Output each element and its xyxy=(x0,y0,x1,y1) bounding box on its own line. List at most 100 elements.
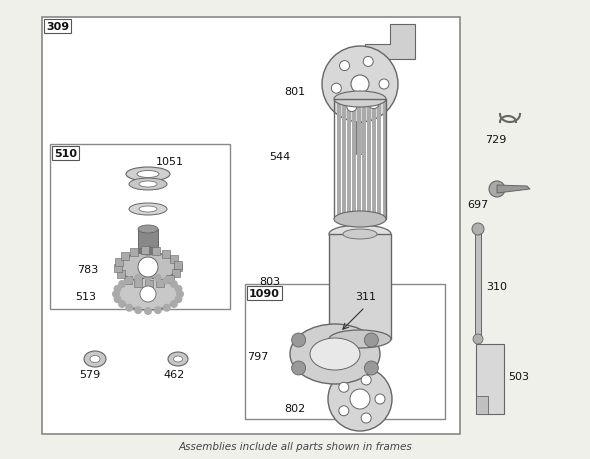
Ellipse shape xyxy=(129,203,167,216)
Circle shape xyxy=(154,274,162,282)
Text: 513: 513 xyxy=(75,291,96,302)
Circle shape xyxy=(339,406,349,416)
Circle shape xyxy=(489,182,505,197)
Circle shape xyxy=(138,257,158,277)
Circle shape xyxy=(328,367,392,431)
Bar xyxy=(134,280,142,287)
Polygon shape xyxy=(356,123,364,155)
Circle shape xyxy=(175,285,182,293)
Text: 729: 729 xyxy=(485,134,506,145)
Bar xyxy=(347,101,351,218)
Circle shape xyxy=(163,304,171,312)
Text: 697: 697 xyxy=(467,200,489,210)
Bar xyxy=(372,101,376,218)
Circle shape xyxy=(347,102,357,112)
Circle shape xyxy=(144,308,152,315)
Ellipse shape xyxy=(310,338,360,370)
Circle shape xyxy=(170,280,178,288)
Text: 310: 310 xyxy=(486,281,507,291)
Circle shape xyxy=(351,76,369,94)
Circle shape xyxy=(472,224,484,235)
Bar xyxy=(156,279,164,287)
Bar xyxy=(357,101,361,218)
Circle shape xyxy=(291,333,306,347)
Ellipse shape xyxy=(329,225,391,243)
Bar xyxy=(162,250,171,258)
Bar xyxy=(166,275,173,283)
Bar xyxy=(116,258,123,266)
Circle shape xyxy=(113,296,122,303)
Polygon shape xyxy=(365,25,415,60)
Text: Assemblies include all parts shown in frames: Assemblies include all parts shown in fr… xyxy=(178,441,412,451)
Bar xyxy=(114,264,122,273)
Polygon shape xyxy=(497,185,530,194)
Bar xyxy=(152,247,160,255)
Ellipse shape xyxy=(168,352,188,366)
Bar xyxy=(117,271,125,279)
Bar xyxy=(121,252,129,261)
Circle shape xyxy=(363,57,373,67)
Bar xyxy=(138,230,158,252)
Circle shape xyxy=(118,300,126,308)
Circle shape xyxy=(291,361,306,375)
Ellipse shape xyxy=(139,182,157,188)
Text: 311: 311 xyxy=(355,291,376,302)
Circle shape xyxy=(322,47,398,123)
Circle shape xyxy=(125,304,133,312)
Ellipse shape xyxy=(126,168,170,182)
Circle shape xyxy=(112,291,120,298)
Circle shape xyxy=(350,389,370,409)
Ellipse shape xyxy=(334,92,386,108)
Bar xyxy=(141,246,149,255)
Ellipse shape xyxy=(84,351,106,367)
Bar xyxy=(124,276,132,284)
Bar xyxy=(352,101,356,218)
Bar xyxy=(337,101,341,218)
Bar xyxy=(476,396,488,414)
Circle shape xyxy=(140,286,156,302)
Circle shape xyxy=(375,394,385,404)
Ellipse shape xyxy=(173,356,182,362)
Polygon shape xyxy=(475,230,481,339)
Circle shape xyxy=(361,413,371,423)
Text: 803: 803 xyxy=(259,276,280,286)
Circle shape xyxy=(118,280,126,288)
Text: eReplacementParts.com: eReplacementParts.com xyxy=(210,243,380,256)
Bar xyxy=(383,101,387,218)
Circle shape xyxy=(134,274,142,282)
Text: 783: 783 xyxy=(77,264,98,274)
Ellipse shape xyxy=(343,230,377,240)
Circle shape xyxy=(144,274,152,281)
Circle shape xyxy=(176,291,184,298)
Bar xyxy=(42,18,460,434)
Circle shape xyxy=(332,84,342,94)
Text: 801: 801 xyxy=(284,87,305,97)
Bar xyxy=(367,101,371,218)
Text: 462: 462 xyxy=(163,369,185,379)
Circle shape xyxy=(113,285,122,293)
Circle shape xyxy=(175,296,182,303)
Bar xyxy=(130,248,138,257)
Bar xyxy=(377,101,381,218)
Text: 797: 797 xyxy=(247,351,268,361)
Circle shape xyxy=(170,300,178,308)
Text: 544: 544 xyxy=(269,151,290,162)
Bar xyxy=(329,235,391,339)
Text: 1090: 1090 xyxy=(249,288,280,298)
Bar xyxy=(145,280,153,288)
Circle shape xyxy=(369,100,379,109)
Bar xyxy=(172,270,180,278)
Ellipse shape xyxy=(138,225,158,234)
Text: 309: 309 xyxy=(46,22,69,32)
Ellipse shape xyxy=(129,179,167,190)
Polygon shape xyxy=(357,78,363,102)
Text: 802: 802 xyxy=(284,403,305,413)
Circle shape xyxy=(339,382,349,392)
Text: 579: 579 xyxy=(80,369,101,379)
Ellipse shape xyxy=(137,171,159,178)
Circle shape xyxy=(361,375,371,385)
Circle shape xyxy=(125,277,133,285)
Ellipse shape xyxy=(329,330,391,348)
Ellipse shape xyxy=(334,212,386,228)
Circle shape xyxy=(134,307,142,314)
